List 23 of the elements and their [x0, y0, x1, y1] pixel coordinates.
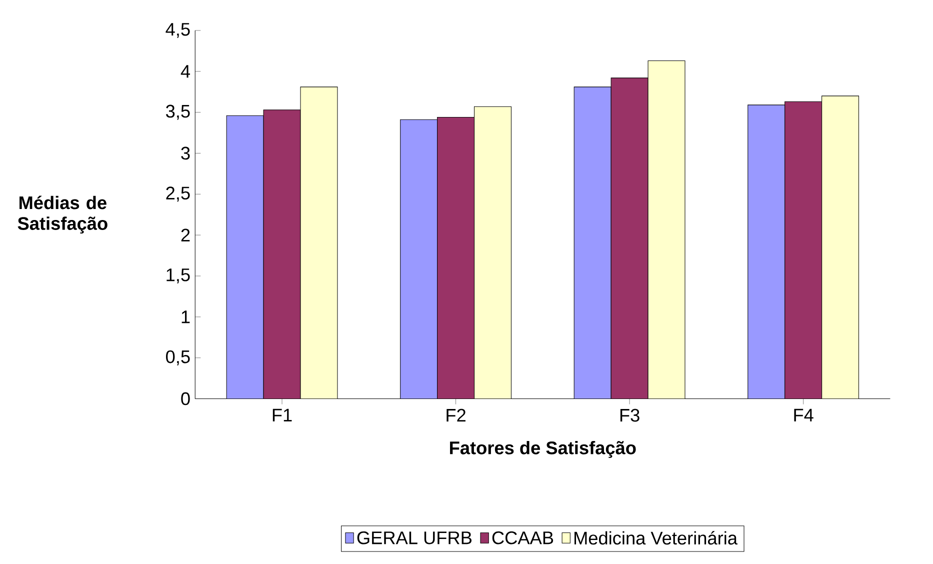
y-tick-label: 4	[180, 65, 190, 78]
y-tick-label: 4,5	[166, 23, 190, 38]
bar	[574, 86, 612, 399]
bar	[748, 104, 786, 399]
y-tick-label: 3,5	[166, 104, 190, 120]
x-tick-label: F1	[272, 408, 292, 422]
y-tick-label: 1,5	[166, 268, 190, 284]
y-tick-label: 0,5	[166, 350, 190, 366]
y-tick-label: 2,5	[166, 186, 190, 202]
y-tick-label: 3	[181, 146, 190, 160]
y-tick-label: 2	[181, 228, 190, 242]
x-axis-title: Fatores de Satisfação	[450, 440, 636, 458]
y-tick-label: 0	[181, 392, 190, 406]
y-tick-label: 1	[182, 310, 190, 324]
y-axis-title: Médias de Satisfação	[18, 196, 108, 234]
x-tick-label: F3	[620, 408, 640, 422]
legend-label: CCAAB	[492, 531, 554, 544]
bar	[226, 116, 264, 399]
legend-label: GERAL UFRB	[357, 531, 472, 544]
x-tick-label: F2	[446, 408, 466, 422]
bar	[400, 120, 438, 399]
legend-label: Medicina Veterinária	[574, 530, 738, 545]
x-tick-label: F4	[794, 408, 814, 422]
